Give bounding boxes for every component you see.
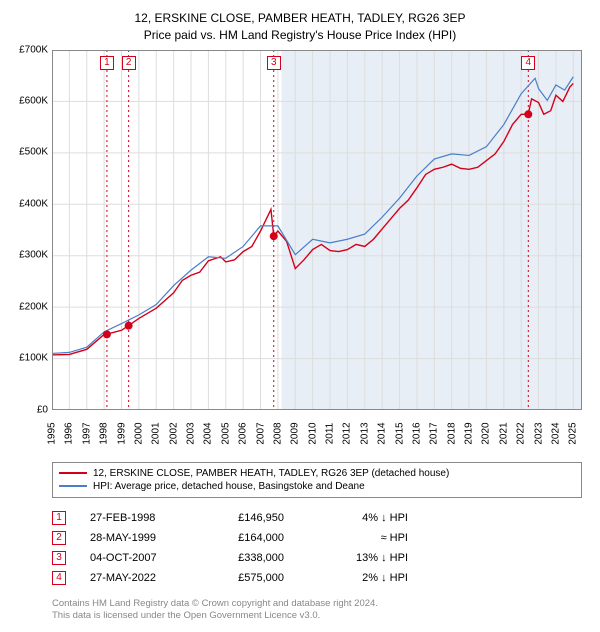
sale-date: 27-FEB-1998	[90, 512, 180, 524]
sale-number-box: 1	[52, 511, 66, 525]
sales-table: 1 27-FEB-1998 £146,950 4% ↓ HPI 2 28-MAY…	[52, 508, 582, 588]
y-axis-label: £600K	[19, 96, 52, 107]
sale-price: £146,950	[204, 512, 284, 524]
x-axis-label: 2008	[272, 422, 283, 444]
x-axis-label: 2020	[481, 422, 492, 444]
x-axis-label: 2024	[550, 422, 561, 444]
x-axis-label: 2000	[133, 422, 144, 444]
legend-swatch	[59, 472, 87, 474]
x-axis-label: 2003	[186, 422, 197, 444]
x-axis-label: 2016	[411, 422, 422, 444]
y-axis-label: £100K	[19, 353, 52, 364]
chart-container: 12, ERSKINE CLOSE, PAMBER HEATH, TADLEY,…	[10, 10, 590, 622]
x-axis-label: 2011	[325, 422, 336, 444]
chart-plot-area: £0£100K£200K£300K£400K£500K£600K£700K 12…	[52, 50, 582, 420]
x-axis-label: 1998	[99, 422, 110, 444]
sale-diff: ≈ HPI	[308, 532, 408, 544]
sale-date: 28-MAY-1999	[90, 532, 180, 544]
sale-date: 27-MAY-2022	[90, 572, 180, 584]
sale-diff: 2% ↓ HPI	[308, 572, 408, 584]
x-axis-label: 2001	[151, 422, 162, 444]
sale-number-box: 4	[52, 571, 66, 585]
x-axis-label: 2004	[203, 422, 214, 444]
shaded-region	[281, 50, 582, 410]
sale-diff: 4% ↓ HPI	[308, 512, 408, 524]
x-axis-label: 1997	[81, 422, 92, 444]
y-axis-label: £700K	[19, 44, 52, 55]
x-axis-label: 2009	[290, 422, 301, 444]
sale-diff: 13% ↓ HPI	[308, 552, 408, 564]
footnote: Contains HM Land Registry data © Crown c…	[52, 598, 582, 623]
x-axis-label: 1996	[64, 422, 75, 444]
x-axis-label: 2021	[498, 422, 509, 444]
sale-number-box: 3	[52, 551, 66, 565]
legend-swatch	[59, 485, 87, 487]
legend-row: 12, ERSKINE CLOSE, PAMBER HEATH, TADLEY,…	[59, 467, 575, 480]
sale-marker-box: 1	[100, 56, 114, 70]
x-axis-label: 2025	[568, 422, 579, 444]
sale-row: 1 27-FEB-1998 £146,950 4% ↓ HPI	[52, 508, 582, 528]
x-axis-label: 2005	[220, 422, 231, 444]
y-axis-label: £400K	[19, 198, 52, 209]
sale-price: £575,000	[204, 572, 284, 584]
sale-marker-box: 3	[267, 56, 281, 70]
x-axis-label: 2015	[394, 422, 405, 444]
x-axis-label: 1999	[116, 422, 127, 444]
legend-box: 12, ERSKINE CLOSE, PAMBER HEATH, TADLEY,…	[52, 462, 582, 498]
sale-row: 4 27-MAY-2022 £575,000 2% ↓ HPI	[52, 568, 582, 588]
footnote-line-2: This data is licensed under the Open Gov…	[52, 610, 582, 622]
sale-marker-dot	[125, 321, 133, 329]
sale-row: 3 04-OCT-2007 £338,000 13% ↓ HPI	[52, 548, 582, 568]
x-axis-label: 2023	[533, 422, 544, 444]
sale-number-box: 2	[52, 531, 66, 545]
sale-marker-box: 2	[122, 56, 136, 70]
legend-label: 12, ERSKINE CLOSE, PAMBER HEATH, TADLEY,…	[93, 468, 449, 479]
x-axis-label: 2002	[168, 422, 179, 444]
sale-marker-box: 4	[521, 56, 535, 70]
x-axis-label: 2013	[359, 422, 370, 444]
x-axis-label: 2012	[342, 422, 353, 444]
chart-title-block: 12, ERSKINE CLOSE, PAMBER HEATH, TADLEY,…	[10, 10, 590, 44]
x-axis-label: 2006	[238, 422, 249, 444]
sale-date: 04-OCT-2007	[90, 552, 180, 564]
x-axis-label: 2019	[464, 422, 475, 444]
legend-label: HPI: Average price, detached house, Basi…	[93, 481, 365, 492]
x-axis-label: 2022	[516, 422, 527, 444]
y-axis-label: £0	[37, 404, 52, 415]
title-line-2: Price paid vs. HM Land Registry's House …	[10, 27, 590, 44]
title-line-1: 12, ERSKINE CLOSE, PAMBER HEATH, TADLEY,…	[10, 10, 590, 27]
plot-svg	[52, 50, 582, 410]
sale-row: 2 28-MAY-1999 £164,000 ≈ HPI	[52, 528, 582, 548]
x-axis-label: 2010	[307, 422, 318, 444]
legend-row: HPI: Average price, detached house, Basi…	[59, 480, 575, 493]
x-axis-label: 2014	[377, 422, 388, 444]
x-axis-label: 2018	[446, 422, 457, 444]
sale-marker-dot	[270, 232, 278, 240]
footnote-line-1: Contains HM Land Registry data © Crown c…	[52, 598, 582, 610]
sale-marker-dot	[103, 330, 111, 338]
y-axis-label: £200K	[19, 301, 52, 312]
x-axis-label: 2007	[255, 422, 266, 444]
y-axis-label: £300K	[19, 250, 52, 261]
sale-price: £164,000	[204, 532, 284, 544]
x-axis-labels: 1995199619971998199920002001200220032004…	[52, 424, 582, 456]
x-axis-label: 1995	[47, 422, 58, 444]
sale-price: £338,000	[204, 552, 284, 564]
x-axis-label: 2017	[429, 422, 440, 444]
y-axis-label: £500K	[19, 147, 52, 158]
sale-marker-dot	[524, 110, 532, 118]
